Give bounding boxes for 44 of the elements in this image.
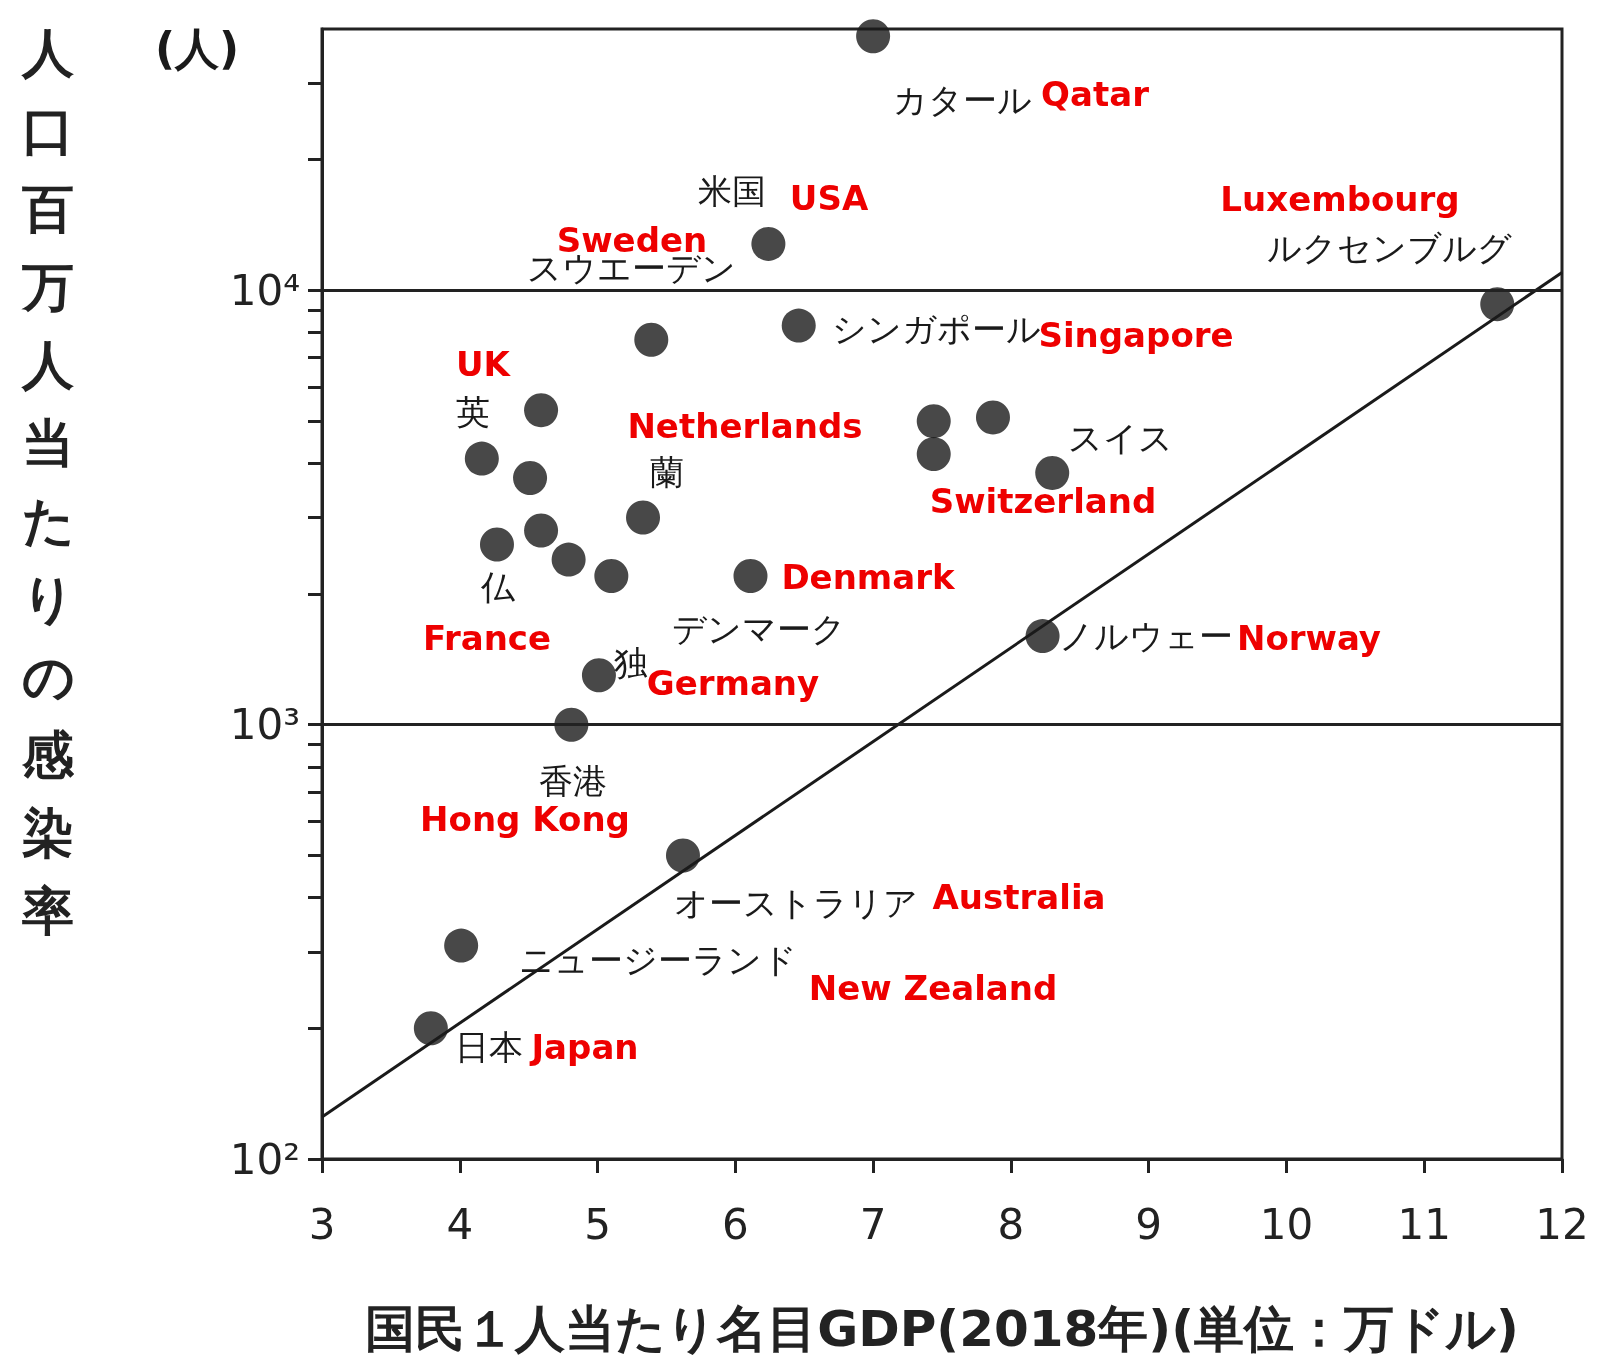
annotation: 英 — [456, 392, 490, 432]
annotation: カタール — [892, 80, 1032, 120]
annotation: 日本 — [455, 1027, 523, 1067]
annotation: Netherlands — [627, 406, 863, 446]
annotation: シンガポール — [831, 309, 1041, 349]
annotation: 米国 — [698, 171, 766, 211]
annotation: Qatar — [1041, 74, 1150, 114]
annotation: スイス — [1067, 418, 1173, 458]
annotation: Hong Kong — [420, 799, 630, 839]
x-tick-label: 6 — [721, 1199, 749, 1249]
annotation: 仏 — [480, 567, 516, 607]
annotation: Germany — [646, 663, 820, 703]
annotation: 香港 — [539, 761, 607, 801]
y-tick-label: 10³ — [229, 700, 300, 750]
annotation: 蘭 — [650, 452, 684, 492]
annotation: Denmark — [781, 557, 956, 597]
annotation: オーストラリア — [674, 883, 918, 923]
x-tick-label: 10 — [1259, 1199, 1314, 1249]
annotation: Luxembourg — [1220, 179, 1460, 219]
x-axis-title: 国民１人当たり名目GDP(2018年)(単位：万ドル) — [365, 1300, 1519, 1358]
annotation: USA — [789, 178, 869, 218]
text: (人) — [154, 22, 240, 74]
x-tick-label: 9 — [1135, 1199, 1163, 1249]
x-tick-label: 11 — [1397, 1199, 1451, 1249]
x-tick-label: 4 — [446, 1199, 474, 1249]
text: 人口百万人当たりの感染率 — [22, 23, 75, 941]
annotation: ノルウェー — [1059, 616, 1233, 656]
annotation: New Zealand — [808, 968, 1058, 1008]
annotation: UK — [456, 344, 512, 384]
annotation: Switzerland — [929, 481, 1157, 521]
x-tick-label: 12 — [1535, 1199, 1589, 1249]
y-tick-label: 10⁴ — [229, 265, 300, 315]
annotation: デンマーク — [672, 609, 846, 649]
y-tick-label: 10² — [229, 1134, 300, 1184]
annotation: 独 — [614, 643, 648, 683]
annotation: France — [422, 618, 552, 658]
annotation: Australia — [932, 877, 1106, 917]
annotation: Japan — [529, 1027, 639, 1067]
x-tick-label: 3 — [308, 1199, 336, 1249]
annotation: ルクセンブルグ — [1266, 228, 1512, 268]
x-tick-label: 7 — [859, 1199, 887, 1249]
x-tick-label: 5 — [584, 1199, 611, 1249]
x-tick-label: 8 — [997, 1199, 1025, 1249]
annotation: Norway — [1236, 618, 1382, 658]
